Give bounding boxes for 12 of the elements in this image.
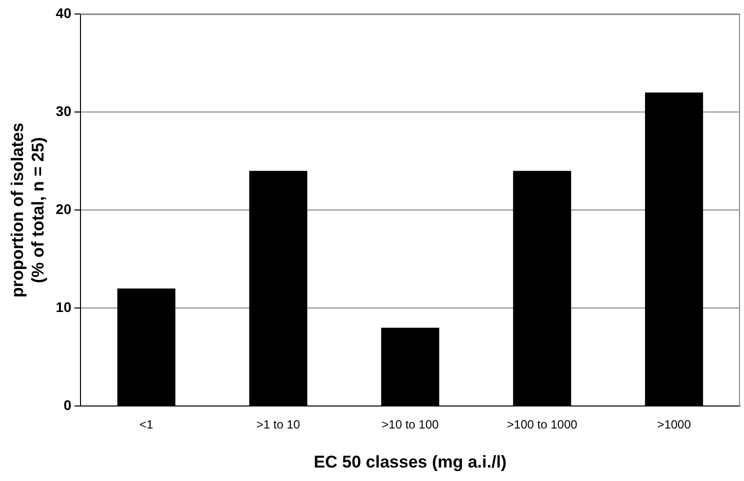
x-tick-label: >1 to 10	[256, 418, 300, 432]
y-tick-label: 10	[56, 299, 72, 316]
y-tick-label: 30	[56, 102, 72, 119]
y-tick-label: 40	[56, 4, 72, 21]
x-tick-label: >10 to 100	[382, 418, 440, 432]
y-tick-label: 20	[56, 200, 72, 217]
y-axis-title: proportion of isolates (% of total, n = 25)	[8, 122, 48, 298]
y-tick-label: 0	[64, 397, 72, 414]
x-tick-label: <1	[139, 418, 154, 432]
x-tick-label: >1000	[657, 418, 692, 432]
x-axis-title: EC 50 classes (mg a.i./l)	[314, 452, 507, 472]
x-tick-label: >100 to 1000	[506, 418, 578, 432]
